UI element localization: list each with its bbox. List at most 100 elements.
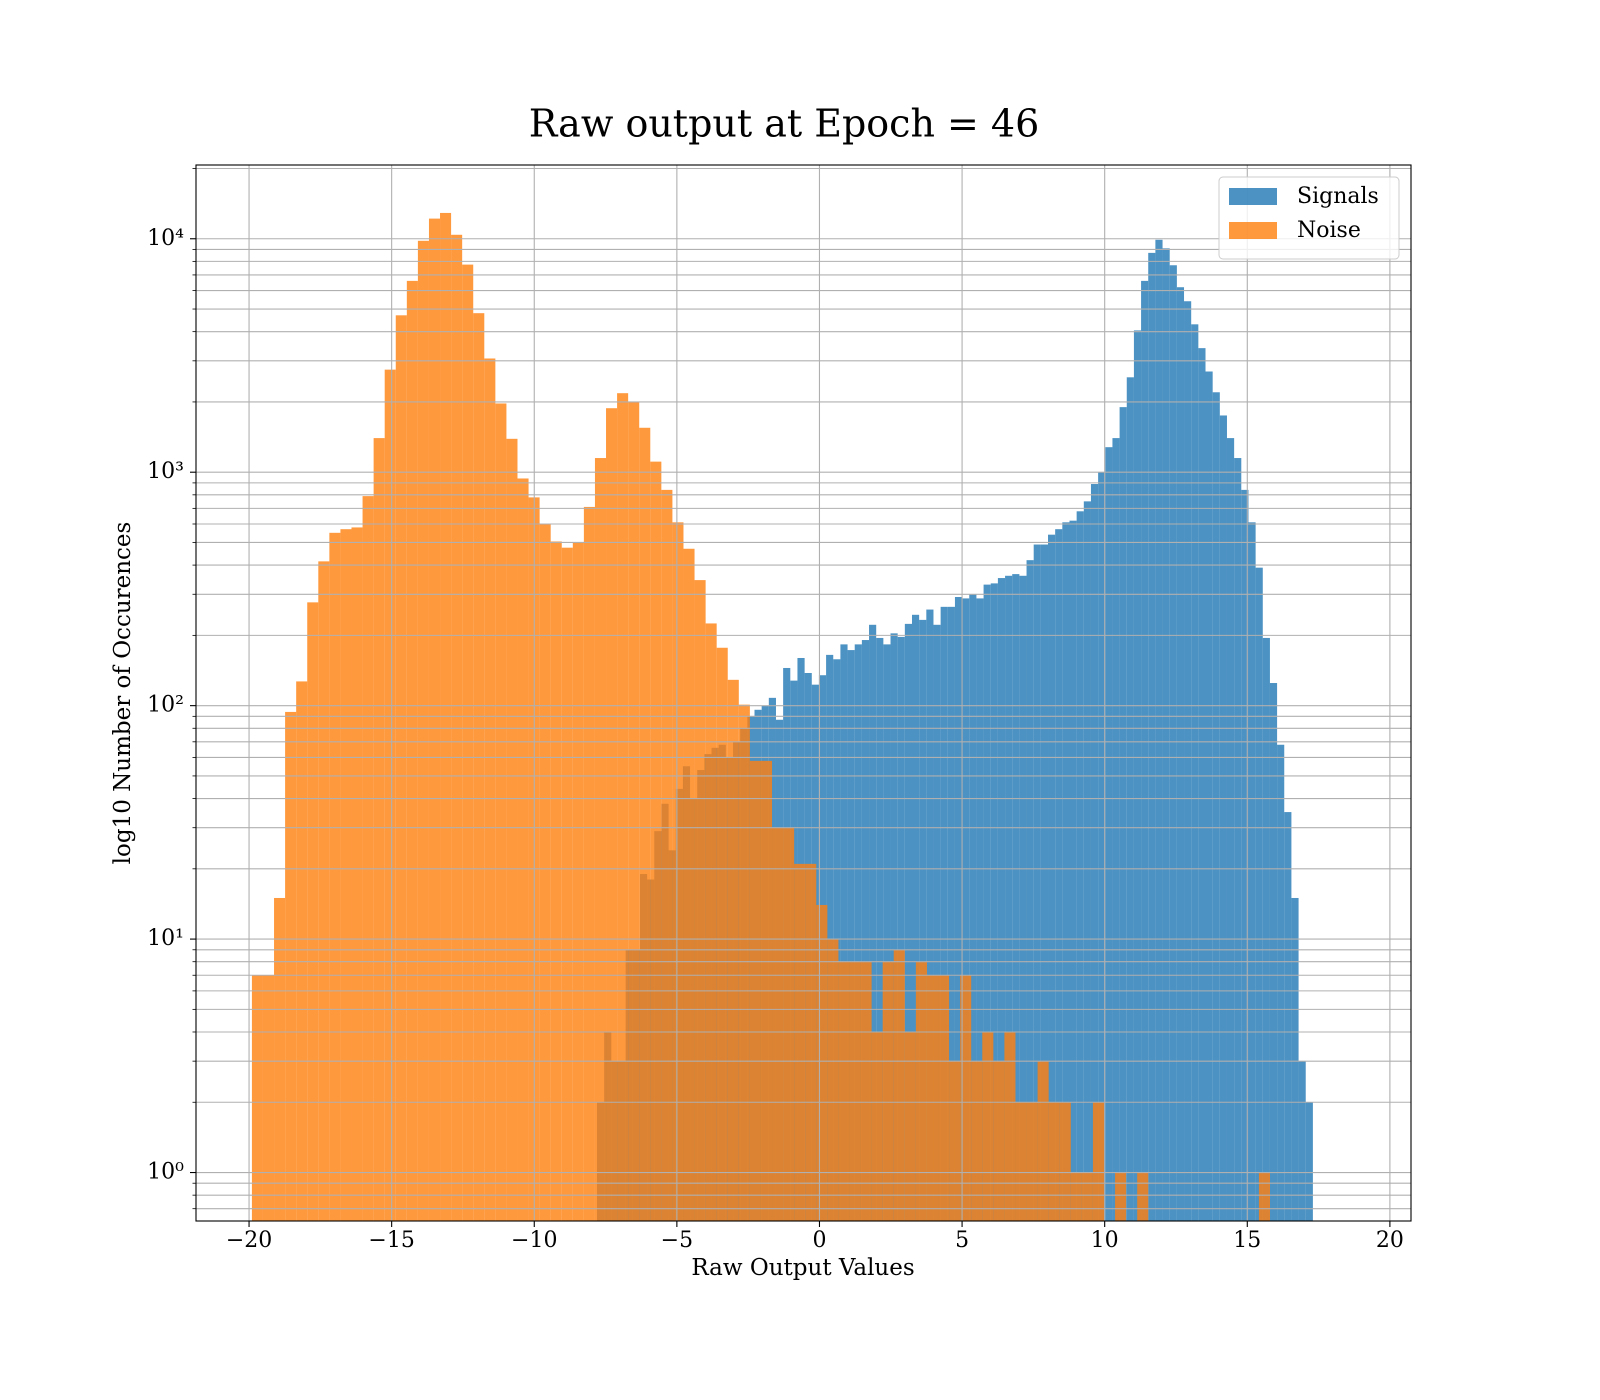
- bar: [373, 438, 385, 1222]
- bar: [1205, 371, 1213, 1222]
- bar: [738, 704, 750, 1221]
- bar: [883, 644, 891, 1221]
- bar: [976, 598, 984, 1221]
- plot-frame: [195, 164, 1412, 1222]
- bar: [1241, 489, 1249, 1221]
- bar: [993, 1061, 1005, 1221]
- bar: [318, 561, 330, 1221]
- bar: [816, 904, 828, 1221]
- bar: [1258, 1172, 1270, 1221]
- bar: [1098, 472, 1106, 1221]
- bar: [1090, 484, 1099, 1221]
- bar: [1284, 812, 1292, 1221]
- bar: [661, 489, 673, 1221]
- bar: [550, 541, 562, 1221]
- bar: [1012, 574, 1020, 1221]
- bar: [919, 619, 927, 1221]
- bar: [362, 496, 374, 1221]
- bar: [462, 264, 474, 1221]
- bar: [840, 644, 848, 1221]
- bar: [1037, 1061, 1049, 1221]
- bar: [1191, 324, 1199, 1221]
- x-tick-label: 0: [812, 1228, 826, 1253]
- bar: [1291, 897, 1299, 1221]
- bar: [506, 438, 518, 1221]
- bar: [639, 427, 651, 1221]
- bar: [849, 961, 861, 1221]
- x-tick-label: −5: [661, 1228, 693, 1253]
- bar: [861, 640, 870, 1221]
- bar: [428, 218, 441, 1221]
- bar: [904, 1031, 916, 1221]
- bar: [869, 624, 877, 1221]
- bar: [971, 1061, 983, 1221]
- bar: [1198, 348, 1206, 1222]
- bar: [606, 408, 618, 1221]
- bar: [983, 584, 991, 1221]
- bar: [1115, 1172, 1127, 1221]
- bar: [1212, 392, 1220, 1221]
- bar: [351, 527, 363, 1221]
- bar: [915, 961, 927, 1221]
- bar: [827, 939, 839, 1221]
- bar: [1055, 529, 1063, 1221]
- bar: [1298, 1061, 1306, 1221]
- bar: [1119, 407, 1127, 1222]
- bar: [672, 522, 684, 1221]
- x-tick-label: −15: [368, 1228, 414, 1253]
- bar: [1226, 438, 1235, 1222]
- bar: [307, 602, 319, 1221]
- x-tick-label: 15: [1233, 1228, 1261, 1253]
- bar: [1155, 239, 1163, 1221]
- bar: [882, 961, 894, 1221]
- bar: [340, 529, 352, 1221]
- chart-title: Raw output at Epoch = 46: [529, 102, 1040, 146]
- bar: [384, 369, 396, 1221]
- bar: [1076, 511, 1084, 1221]
- y-tick-label: 10¹: [147, 926, 184, 951]
- bar: [838, 961, 850, 1221]
- bar: [1026, 560, 1034, 1221]
- bar: [1083, 501, 1091, 1221]
- bar: [594, 458, 607, 1222]
- bar: [1062, 522, 1070, 1221]
- bar: [805, 863, 817, 1221]
- bar: [694, 580, 706, 1221]
- x-tick-label: 5: [955, 1228, 969, 1253]
- bar: [473, 313, 485, 1222]
- bar: [938, 975, 950, 1221]
- legend-swatch: [1229, 222, 1277, 239]
- series-bars: [251, 212, 1270, 1222]
- legend-label: Noise: [1297, 218, 1361, 243]
- bar: [617, 393, 629, 1222]
- bar: [251, 975, 263, 1221]
- bar: [1234, 458, 1242, 1222]
- bar: [1305, 1102, 1313, 1221]
- bar: [1069, 520, 1077, 1221]
- bar: [484, 358, 496, 1221]
- bar: [262, 975, 275, 1221]
- bar: [727, 679, 739, 1221]
- bar: [1269, 683, 1278, 1221]
- bar: [947, 606, 955, 1221]
- bar: [1248, 522, 1256, 1221]
- x-tick-label: −20: [226, 1228, 272, 1253]
- bar: [572, 542, 584, 1221]
- bar: [1048, 534, 1056, 1221]
- bar: [1005, 575, 1013, 1221]
- bar: [1184, 301, 1192, 1221]
- bar: [395, 315, 407, 1221]
- bar: [583, 506, 595, 1221]
- bar: [990, 583, 998, 1221]
- bar: [495, 403, 507, 1221]
- bar: [1148, 252, 1156, 1221]
- bar: [969, 594, 977, 1221]
- bar: [890, 633, 898, 1221]
- bar: [1126, 377, 1134, 1222]
- legend-swatch: [1229, 188, 1277, 205]
- bar: [1070, 1172, 1082, 1221]
- bar: [628, 402, 640, 1221]
- bar: [1169, 265, 1177, 1221]
- x-tick-label: −10: [511, 1228, 557, 1253]
